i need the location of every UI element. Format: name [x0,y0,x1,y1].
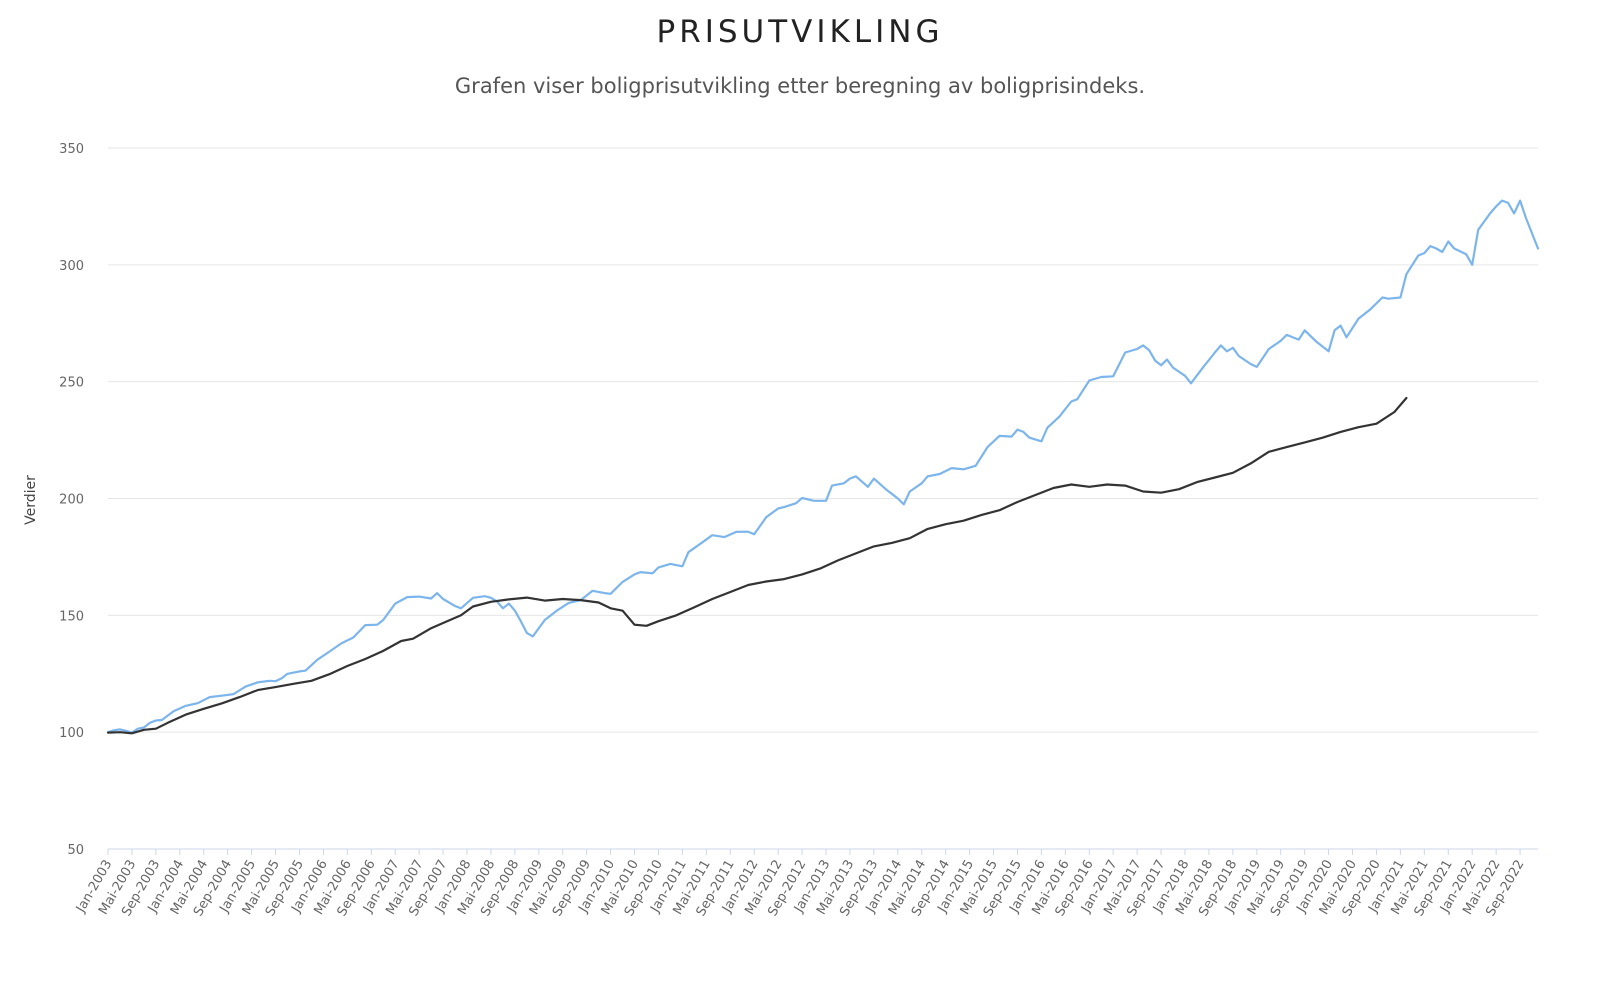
grid-lines [108,147,1538,733]
series-line-dark [106,396,1408,735]
y-tick-label: 100 [59,726,84,741]
y-tick-label: 250 [59,376,84,391]
chart-subtitle: Grafen viser boligprisutvikling etter be… [454,74,1146,98]
y-tick-label: 350 [59,142,84,157]
y-tick-label: 150 [59,609,84,624]
y-tick-label: 300 [59,259,84,274]
chart-title: PRISUTVIKLING [656,14,944,50]
series-lines [106,199,1540,735]
y-tick-label: 200 [59,493,84,508]
y-axis-label: Verdier [23,475,39,525]
y-axis-tick-labels: 50 100 150 200 250 300 350 [59,142,84,858]
series-line-blue [106,199,1540,734]
x-axis-tick-labels: Jan-2003Mai-2003Sep-2003Jan-2004Mai-2004… [73,849,1528,919]
y-tick-label: 50 [67,843,84,858]
